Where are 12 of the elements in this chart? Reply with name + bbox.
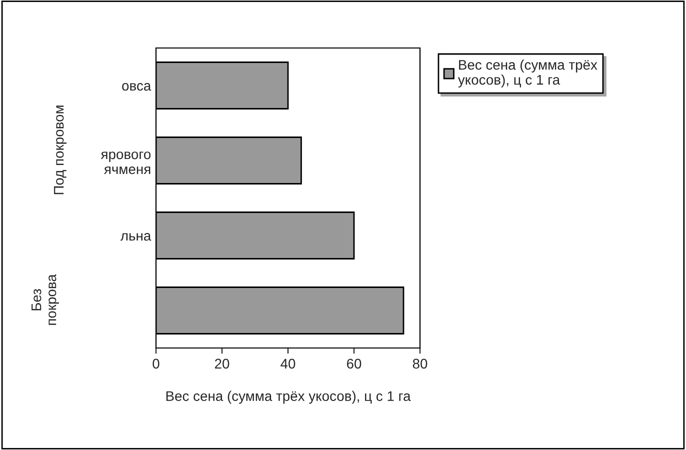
text: Без покрова <box>32 274 59 325</box>
x-tick-label: 80 <box>412 358 428 369</box>
text: Под покровом <box>54 106 66 194</box>
x-tick-label: 0 <box>152 358 160 369</box>
x-axis-title: Вес сена (сумма трёх укосов), ц с 1 га <box>166 390 411 404</box>
y-tick-label: ярового ячменя <box>100 152 151 174</box>
x-tick-label: 40 <box>280 358 296 369</box>
y-tick-label: льна <box>120 233 152 241</box>
x-tick-label: 20 <box>214 358 230 369</box>
legend-label: Вес сена (сумма трёх укосов), ц с 1 га <box>458 60 598 88</box>
x-tick-label: 60 <box>346 358 362 369</box>
y-tick-label: овса <box>122 83 152 91</box>
